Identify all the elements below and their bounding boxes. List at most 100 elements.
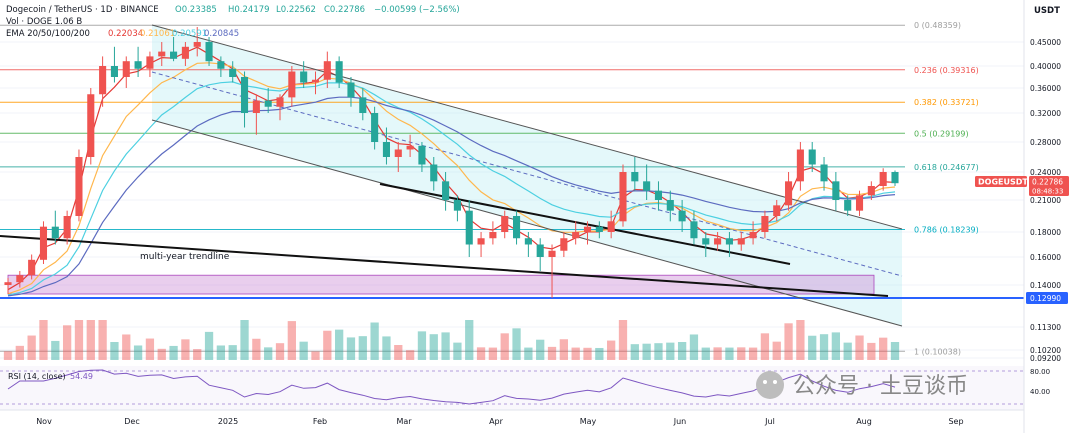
candle-body xyxy=(501,216,509,232)
volume-bar xyxy=(701,347,710,360)
x-tick-label: Dec xyxy=(124,417,139,426)
candle-body xyxy=(442,181,450,200)
candle-body xyxy=(394,149,402,157)
volume-bar xyxy=(784,323,793,360)
volume-bar xyxy=(867,342,876,360)
volume-bar xyxy=(725,347,734,360)
x-tick-label: Sep xyxy=(948,417,963,426)
volume-bar xyxy=(358,336,367,360)
volume-bar xyxy=(583,347,592,360)
candle-body xyxy=(110,66,118,77)
y-tick-label: 0.10200 xyxy=(1030,346,1061,355)
last-price-tag xyxy=(1029,176,1069,196)
last-price: 0.22786 xyxy=(1032,178,1063,187)
candle-body xyxy=(808,149,816,165)
candle-body xyxy=(737,238,745,245)
y-tick-label: 0.28000 xyxy=(1030,138,1061,147)
volume-bar xyxy=(536,339,545,360)
volume-bar xyxy=(879,337,888,360)
candle-body xyxy=(820,164,828,182)
candle-body xyxy=(891,172,899,184)
rsi-panel: 80.00 40.00 xyxy=(0,366,1050,410)
x-tick-label: Feb xyxy=(313,417,327,426)
candle-body xyxy=(666,200,674,211)
volume-bar xyxy=(193,349,202,360)
candle-body xyxy=(122,61,130,77)
ohlc-low: L0.22562 xyxy=(276,5,316,15)
candle-body xyxy=(347,82,355,98)
volume-bar xyxy=(417,331,427,360)
candle-body xyxy=(51,226,59,239)
candle-body xyxy=(300,71,308,83)
rsi-background xyxy=(0,366,1024,410)
candle-body xyxy=(749,232,757,239)
volume-bar xyxy=(181,339,190,360)
volume-bar xyxy=(27,335,36,360)
support-price-tag xyxy=(1026,292,1068,304)
candle-body xyxy=(382,142,391,157)
candle-body xyxy=(229,68,237,77)
candle-body xyxy=(796,149,804,182)
y-tick-label: 0.45000 xyxy=(1030,38,1061,47)
wechat-icon-eye-right xyxy=(773,380,777,384)
volume-bar xyxy=(346,337,356,360)
rsi-tick-label: 40.00 xyxy=(1030,388,1050,396)
channel-lower-line xyxy=(151,119,903,327)
candle-body xyxy=(276,97,284,107)
volume-bar xyxy=(370,322,379,360)
y-tick-label: 0.36000 xyxy=(1030,84,1061,93)
y-tick-label: 0.24000 xyxy=(1030,168,1061,177)
volume-bar xyxy=(3,351,13,360)
candle-body xyxy=(654,190,663,200)
volume-bar xyxy=(441,332,450,360)
y-tick-label: 0.11300 xyxy=(1030,323,1061,332)
volume-bar xyxy=(831,332,841,360)
x-tick-label: 2025 xyxy=(218,417,238,426)
fib-level-label: 0.382 (0.33721) xyxy=(914,98,979,107)
volume-bar xyxy=(311,351,320,360)
volume-bar xyxy=(772,341,781,360)
candle-body xyxy=(170,51,178,59)
candle-body xyxy=(146,56,154,69)
volume-bar xyxy=(110,342,119,360)
ema100-value: 0.20591 xyxy=(172,29,207,39)
volume-bar xyxy=(39,320,48,360)
countdown: 08:48:33 xyxy=(1032,188,1063,196)
volume-bar xyxy=(145,338,155,360)
volume-bar xyxy=(240,320,249,360)
x-tick-label: May xyxy=(580,417,597,426)
candle-body xyxy=(430,164,438,182)
candle-body xyxy=(28,259,36,276)
candle-body xyxy=(335,61,343,83)
volume-bar xyxy=(405,350,415,360)
y-tick-label: 0.16000 xyxy=(1030,253,1061,262)
candle-body xyxy=(512,216,521,239)
volume-bar xyxy=(760,333,770,360)
candle-body xyxy=(158,51,166,57)
candle-body xyxy=(678,210,686,222)
fib-level-label: 0.786 (0.18239) xyxy=(914,225,979,234)
volume-bar xyxy=(299,341,308,360)
volume-bar xyxy=(618,320,628,360)
rsi-tick-label: 80.00 xyxy=(1030,368,1050,376)
rsi-label: RSI (14, close) xyxy=(8,372,66,381)
x-tick-label: Apr xyxy=(489,417,504,426)
volume-bar xyxy=(216,345,226,360)
candle-body xyxy=(264,100,272,107)
volume-bar xyxy=(122,334,131,360)
ema20-value: 0.22034 xyxy=(108,29,143,39)
volume-bar xyxy=(62,325,72,360)
candle-body xyxy=(725,238,733,245)
volume-label: Vol · DOGE 1.06 B xyxy=(6,17,82,27)
candle-body xyxy=(181,46,189,59)
candle-body xyxy=(524,238,532,245)
ema200-value: 0.20845 xyxy=(204,29,239,39)
candle-body xyxy=(690,221,698,239)
candle-body xyxy=(39,226,48,260)
x-tick-label: Jul xyxy=(764,417,775,426)
ema-lines xyxy=(7,46,896,297)
volume-bar xyxy=(169,345,178,360)
candle-body xyxy=(595,226,603,232)
volume-bar xyxy=(666,342,675,360)
